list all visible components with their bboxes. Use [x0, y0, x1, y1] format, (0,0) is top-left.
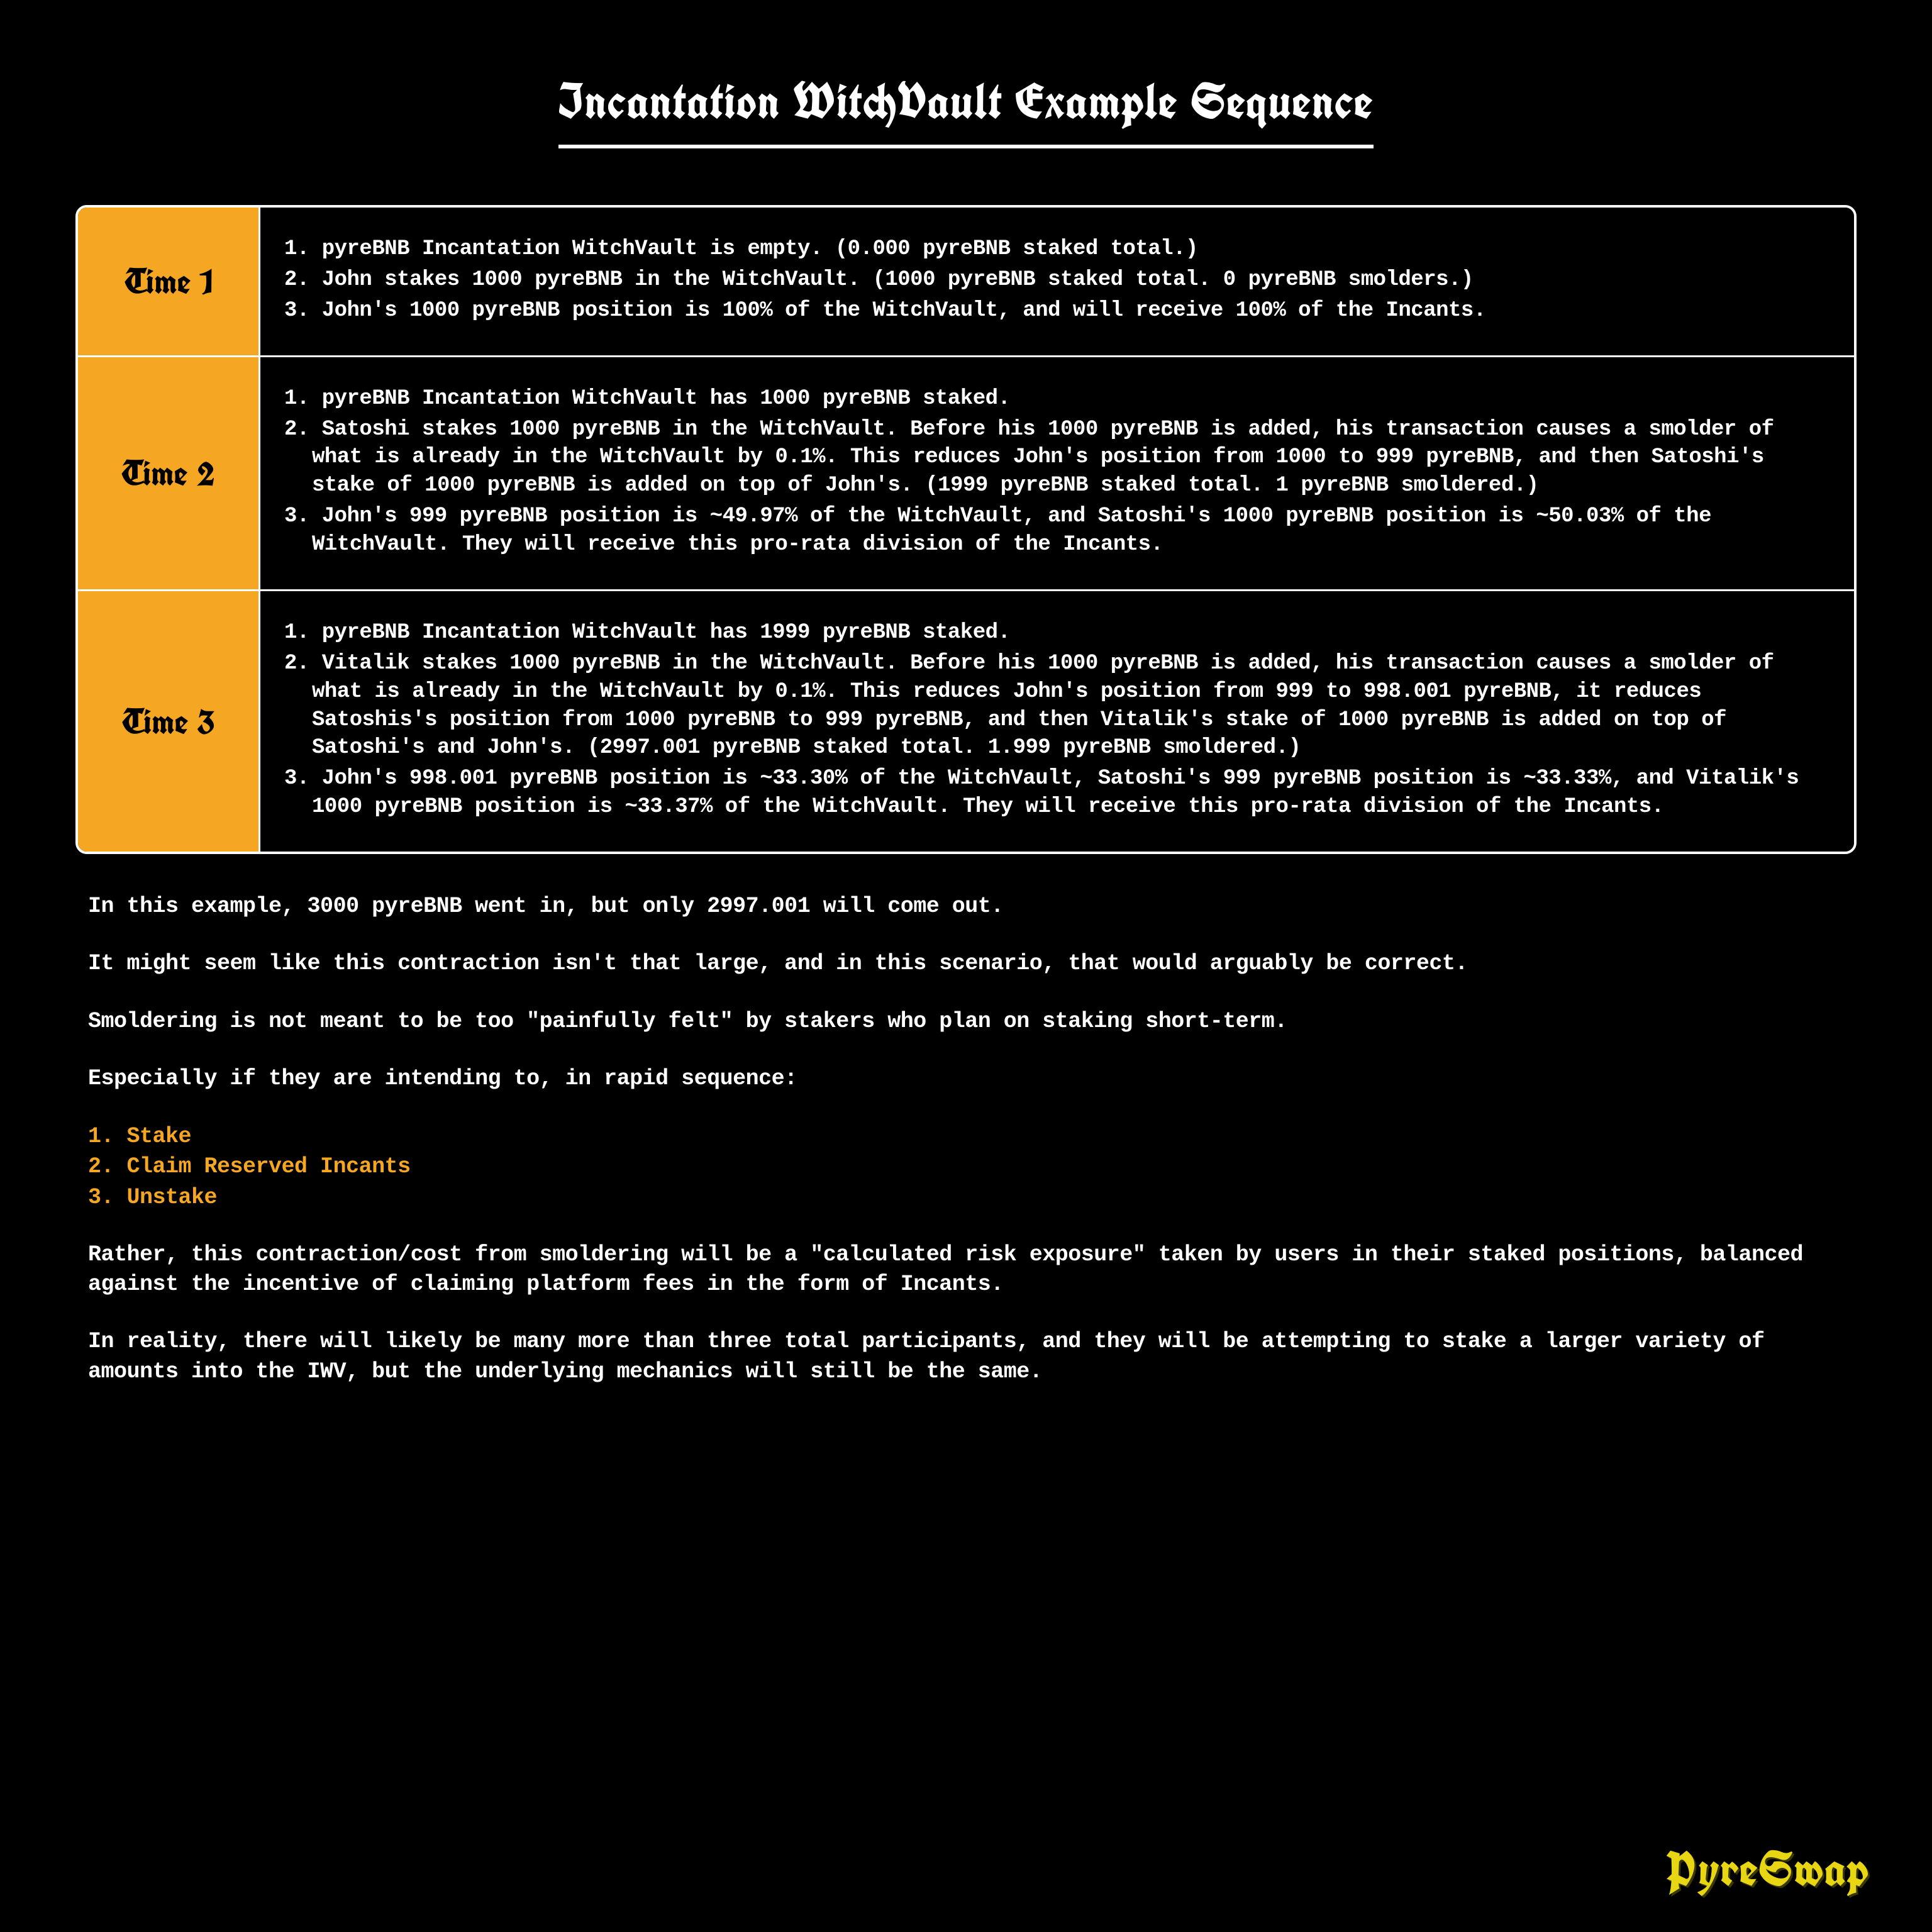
list-item: 2. Claim Reserved Incants — [88, 1152, 1844, 1182]
explain-paragraph: In this example, 3000 pyreBNB went in, b… — [88, 892, 1844, 921]
page-title: Incantation WitchVault Example Sequence — [558, 69, 1374, 148]
list-item: John's 999 pyreBNB position is ~49.97% o… — [284, 502, 1823, 559]
table-row: Time 3 pyreBNB Incantation WitchVault ha… — [78, 591, 1854, 852]
list-item: Vitalik stakes 1000 pyreBNB in the Witch… — [284, 650, 1823, 763]
time-label: Time 2 — [78, 357, 260, 589]
table-row: Time 2 pyreBNB Incantation WitchVault ha… — [78, 357, 1854, 591]
list-item: John's 998.001 pyreBNB position is ~33.3… — [284, 765, 1823, 821]
time-label: Time 3 — [78, 591, 260, 852]
list-item: 1. Stake — [88, 1121, 1844, 1152]
time-content: pyreBNB Incantation WitchVault has 1000 … — [260, 357, 1854, 589]
explain-paragraph: Especially if they are intending to, in … — [88, 1064, 1844, 1094]
table-row: Time 1 pyreBNB Incantation WitchVault is… — [78, 208, 1854, 357]
list-item: 3. Unstake — [88, 1182, 1844, 1213]
list-item: John stakes 1000 pyreBNB in the WitchVau… — [284, 266, 1823, 294]
explain-paragraph: Rather, this contraction/cost from smold… — [88, 1240, 1844, 1300]
explanation-block: In this example, 3000 pyreBNB went in, b… — [75, 892, 1857, 1387]
time-content: pyreBNB Incantation WitchVault has 1999 … — [260, 591, 1854, 852]
list-item: Satoshi stakes 1000 pyreBNB in the Witch… — [284, 416, 1823, 501]
sequence-table: Time 1 pyreBNB Incantation WitchVault is… — [75, 205, 1857, 854]
list-item: pyreBNB Incantation WitchVault has 1000 … — [284, 385, 1823, 413]
explain-paragraph: It might seem like this contraction isn'… — [88, 949, 1844, 979]
explain-paragraph: Smoldering is not meant to be too "painf… — [88, 1007, 1844, 1036]
rapid-sequence-list: 1. Stake 2. Claim Reserved Incants 3. Un… — [88, 1121, 1844, 1213]
list-item: pyreBNB Incantation WitchVault is empty.… — [284, 235, 1823, 264]
list-item: John's 1000 pyreBNB position is 100% of … — [284, 297, 1823, 325]
brand-logo: PyreSwap — [1665, 1838, 1869, 1901]
time-label: Time 1 — [78, 208, 260, 355]
explain-paragraph: In reality, there will likely be many mo… — [88, 1327, 1844, 1387]
time-content: pyreBNB Incantation WitchVault is empty.… — [260, 208, 1854, 355]
list-item: pyreBNB Incantation WitchVault has 1999 … — [284, 619, 1823, 647]
